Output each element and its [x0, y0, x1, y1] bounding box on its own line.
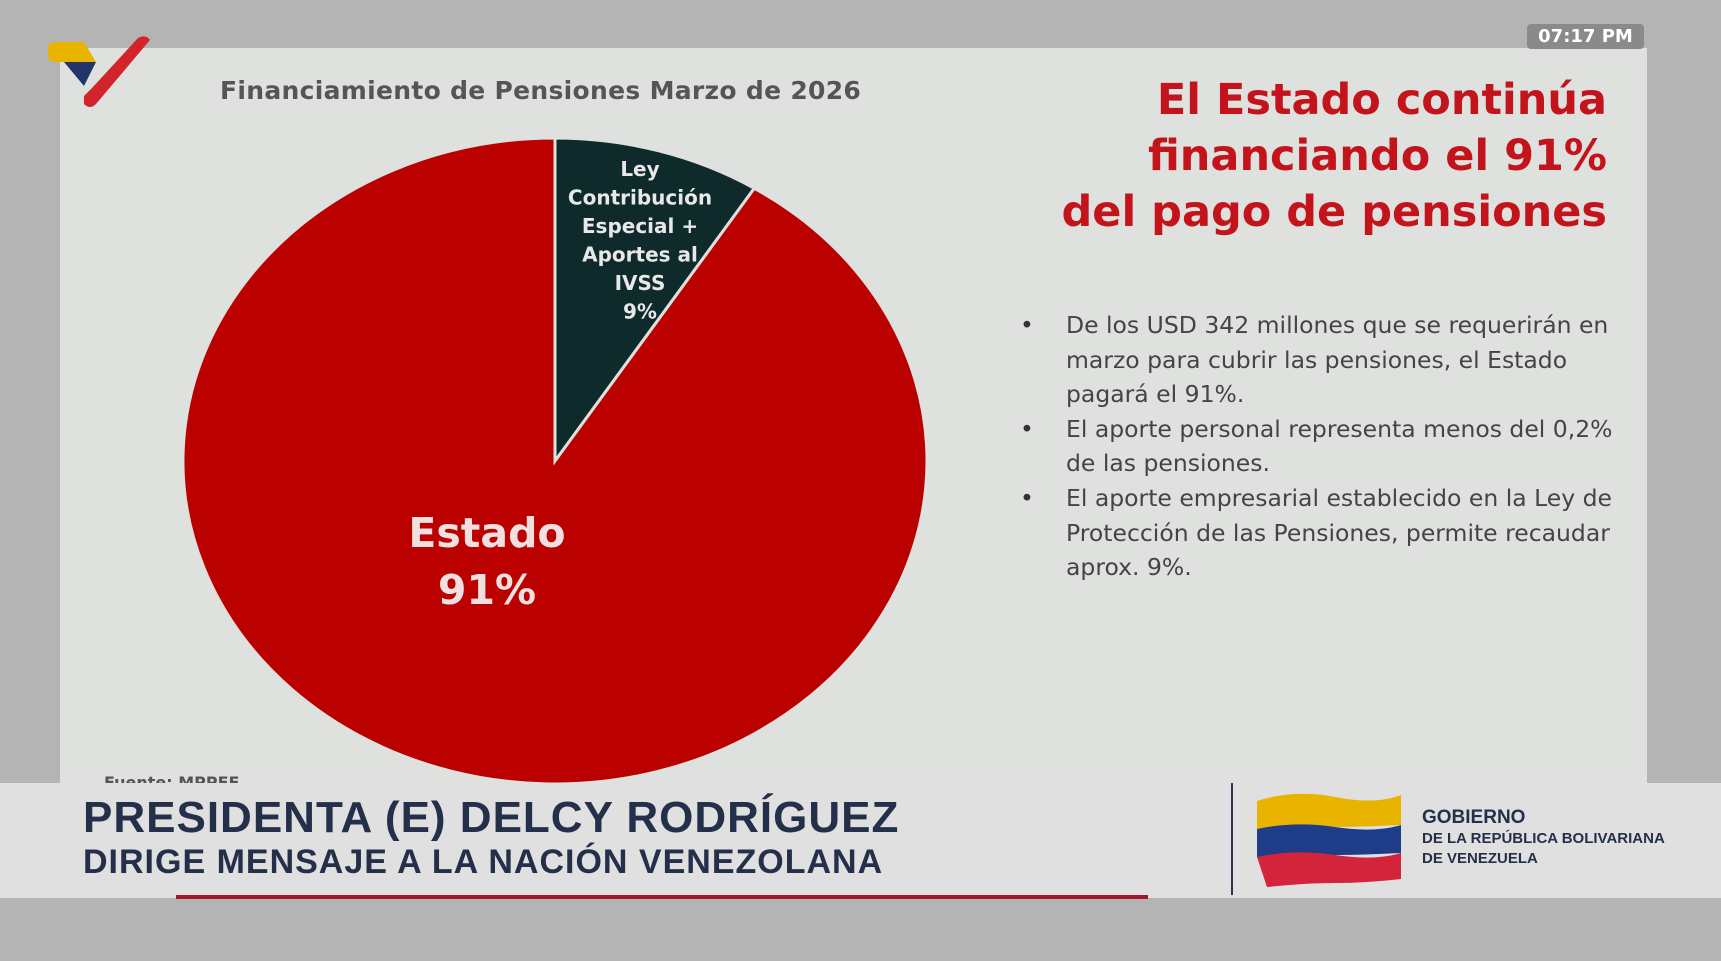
- slice-label: IVSS: [615, 271, 666, 295]
- slice-value-label: 91%: [438, 566, 536, 614]
- speaker-name: PRESIDENTA (E) DELCY RODRÍGUEZ: [83, 793, 900, 842]
- divider: [1231, 783, 1233, 895]
- gov-line: DE LA REPÚBLICA BOLIVARIANA: [1422, 830, 1665, 847]
- chart-title: Financiamiento de Pensiones Marzo de 202…: [220, 76, 862, 105]
- clock: 07:17 PM: [1527, 24, 1644, 49]
- headline-line: del pago de pensiones: [1061, 187, 1607, 237]
- slice-label: Contribución: [568, 186, 712, 210]
- gov-line: GOBIERNO: [1422, 807, 1526, 828]
- bullet-item: De los USD 342 millones que se requerirá…: [1020, 308, 1640, 412]
- bullet-list: De los USD 342 millones que se requerirá…: [1020, 308, 1640, 585]
- pie-slice: [181, 136, 929, 783]
- slice-value-label: 9%: [623, 300, 657, 324]
- slice-label: Especial +: [582, 214, 698, 238]
- bullet-item: El aporte empresarial establecido en la …: [1020, 481, 1640, 585]
- presentation-slide: Financiamiento de Pensiones Marzo de 202…: [60, 48, 1647, 783]
- government-label: GOBIERNO DE LA REPÚBLICA BOLIVARIANA DE …: [1422, 807, 1665, 869]
- venezuela-flag-icon: [1257, 793, 1401, 887]
- slice-label: Ley: [620, 157, 659, 181]
- bullet-item: El aporte personal representa menos del …: [1020, 412, 1640, 481]
- gov-line: DE VENEZUELA: [1422, 850, 1538, 867]
- slice-label: Estado: [408, 509, 565, 557]
- channel-logo-icon: [48, 36, 150, 107]
- accent-line: [176, 895, 1148, 899]
- source-note: Fuente: MPPEF: [104, 773, 240, 783]
- pie-slice: [553, 136, 757, 466]
- lower-third-banner: PRESIDENTA (E) DELCY RODRÍGUEZ DIRIGE ME…: [0, 783, 1721, 899]
- headline: El Estado continúa financiando el 91% de…: [1062, 72, 1607, 240]
- slice-label: Aportes al: [582, 243, 698, 267]
- headline-line: financiando el 91%: [1147, 131, 1607, 181]
- banner-subtitle: DIRIGE MENSAJE A LA NACIÓN VENEZOLANA: [83, 843, 884, 881]
- headline-line: El Estado continúa: [1156, 75, 1607, 125]
- pie-chart: Ley Contribución Especial + Aportes al IVSS 9…: [181, 136, 929, 783]
